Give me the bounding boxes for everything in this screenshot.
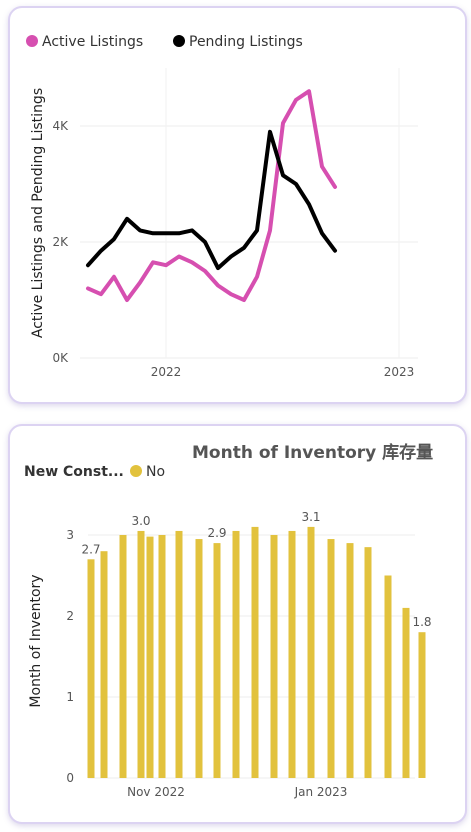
bar-4 xyxy=(146,536,154,778)
bar-19 xyxy=(418,632,426,778)
legend-title: New Const... xyxy=(24,464,124,480)
legend-marker-0 xyxy=(130,465,142,477)
y-tick-label: 1 xyxy=(66,690,74,704)
y-tick-label: 3 xyxy=(66,528,74,542)
data-label-4: 1.8 xyxy=(412,615,431,629)
data-label-1: 3.0 xyxy=(131,514,150,528)
y-axis-title: Month of Inventory xyxy=(28,574,44,707)
x-tick-label: Nov 2022 xyxy=(127,785,185,799)
data-label-2: 2.9 xyxy=(207,526,226,540)
x-tick-label: 2023 xyxy=(384,365,415,379)
bar-1 xyxy=(100,551,108,778)
bar-15 xyxy=(346,543,354,778)
bar-14 xyxy=(327,539,335,778)
inventory-bar-chart[interactable]: Month of Inventory 库存量 New Const... No 0 1 2 3… xyxy=(10,426,465,822)
legend-marker-1 xyxy=(173,35,185,47)
y-tick-label: 4K xyxy=(52,119,69,133)
y-tick-label: 0 xyxy=(66,771,74,785)
series-line-0 xyxy=(86,89,337,302)
y-tick-label: 2 xyxy=(66,609,74,623)
y-axis-title: Active Listings and Pending Listings xyxy=(30,88,46,338)
bar-2 xyxy=(119,535,127,778)
bar-5 xyxy=(158,535,166,778)
bar-12 xyxy=(288,530,296,778)
bar-7 xyxy=(195,539,203,778)
y-tick-label: 0K xyxy=(52,351,69,365)
y-tick-label: 2K xyxy=(52,235,69,249)
x-tick-label: Jan 2023 xyxy=(294,785,348,799)
bar-17 xyxy=(384,575,392,778)
legend-label-0: Active Listings xyxy=(42,34,143,50)
bar-13 xyxy=(307,526,315,778)
data-label-3: 3.1 xyxy=(301,510,320,524)
legend-marker-0 xyxy=(26,35,38,47)
legend-label-0: No xyxy=(146,464,165,480)
x-tick-label: 2022 xyxy=(151,365,182,379)
listings-chart-card: 0K 2K 4K 2022 2023 Active Listings and Pendin… xyxy=(8,6,467,404)
bar-16 xyxy=(364,547,372,778)
bar-8 xyxy=(213,543,221,778)
series-line-1 xyxy=(86,129,337,271)
bar-6 xyxy=(175,530,183,778)
bar-3 xyxy=(137,530,145,778)
bar-11 xyxy=(270,535,278,778)
bar-0 xyxy=(87,559,95,778)
legend-label-1: Pending Listings xyxy=(189,34,303,50)
data-label-0: 2.7 xyxy=(81,542,100,556)
bar-9 xyxy=(232,530,240,778)
listings-line-chart[interactable]: 0K 2K 4K 2022 2023 Active Listings and Pendin… xyxy=(10,8,465,402)
chart-title: Month of Inventory 库存量 xyxy=(192,442,433,463)
bar-18 xyxy=(402,607,410,778)
inventory-chart-card: Month of Inventory 库存量 New Const... No 0 1 2 3… xyxy=(8,424,467,824)
bar-10 xyxy=(251,526,259,778)
